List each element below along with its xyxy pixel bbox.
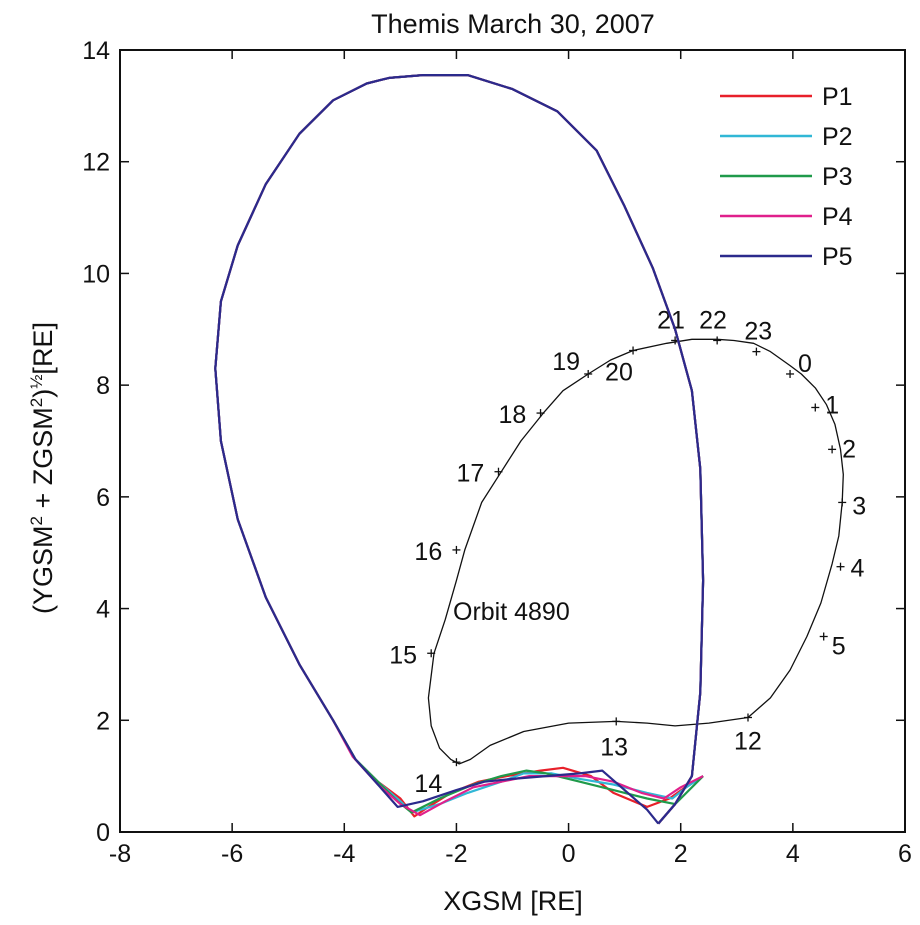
hour-label: 4 (851, 555, 865, 583)
hour-label: 13 (600, 733, 628, 761)
legend: P1 P2 P3 P4 P5 (720, 83, 853, 271)
y-axis-title-sup: 2 (27, 516, 46, 525)
hour-label: 20 (605, 359, 633, 387)
plot-border (119, 49, 906, 833)
hour-label: 19 (552, 348, 580, 376)
chart-title: Themis March 30, 2007 (371, 9, 655, 39)
legend-label-p3: P3 (822, 163, 853, 191)
x-tick-label: -8 (109, 840, 131, 868)
orbit-line (427, 338, 844, 765)
orbit-annotation: Orbit 4890 (453, 598, 570, 626)
hour-label: 16 (414, 538, 442, 566)
hour-label: 1 (825, 391, 839, 419)
y-tick-label: 6 (96, 484, 110, 512)
y-axis-title-part: ) (28, 389, 58, 398)
y-tick-label: 8 (96, 372, 110, 400)
x-tick-label: -6 (221, 840, 243, 868)
y-tick-label: 4 (96, 596, 110, 624)
y-axis-title-sup: ½ (27, 375, 46, 389)
series-line-p5 (214, 73, 705, 825)
x-tick-label: -4 (333, 840, 355, 868)
plot-frame (119, 49, 906, 833)
series-line-p3 (214, 73, 705, 825)
hour-label: 15 (389, 641, 417, 669)
y-axis-title-part: (YGSM (28, 525, 58, 614)
x-tick-label: 0 (562, 840, 576, 868)
series-line-p4 (214, 73, 705, 825)
y-tick-label: 0 (96, 819, 110, 847)
hour-label: 22 (699, 306, 727, 334)
y-tick-label: 2 (96, 707, 110, 735)
series-layer (214, 73, 705, 825)
hour-label: 14 (414, 770, 442, 798)
legend-label-p2: P2 (822, 123, 853, 151)
hour-label: 17 (456, 460, 484, 488)
y-axis-title-sup: 2 (27, 398, 46, 407)
y-tick-label: 14 (82, 37, 110, 65)
hour-label: 2 (842, 435, 856, 463)
series-line-p2 (214, 73, 705, 825)
x-tick-label: 2 (674, 840, 688, 868)
y-axis-title-part: [RE] (28, 322, 58, 375)
hour-label: 3 (852, 492, 866, 520)
y-tick-label: 12 (82, 149, 110, 177)
hour-label: 12 (734, 727, 762, 755)
x-tick-label: 6 (898, 840, 912, 868)
y-tick-label: 10 (82, 260, 110, 288)
legend-label-p5: P5 (822, 243, 853, 271)
x-tick-label: -2 (445, 840, 467, 868)
hour-label: 5 (832, 633, 846, 661)
legend-label-p1: P1 (822, 83, 853, 111)
legend-label-p4: P4 (822, 203, 853, 231)
series-line-p1 (214, 73, 705, 825)
hour-label: 23 (744, 318, 772, 346)
x-axis-title: XGSM [RE] (443, 886, 583, 916)
x-tick-label: 4 (786, 840, 800, 868)
y-axis-title-part: + ZGSM (28, 407, 58, 516)
hour-label: 18 (499, 401, 527, 429)
y-axis-title: (YGSM2 + ZGSM2)½[RE] (27, 322, 58, 614)
hour-label: 0 (798, 350, 812, 378)
